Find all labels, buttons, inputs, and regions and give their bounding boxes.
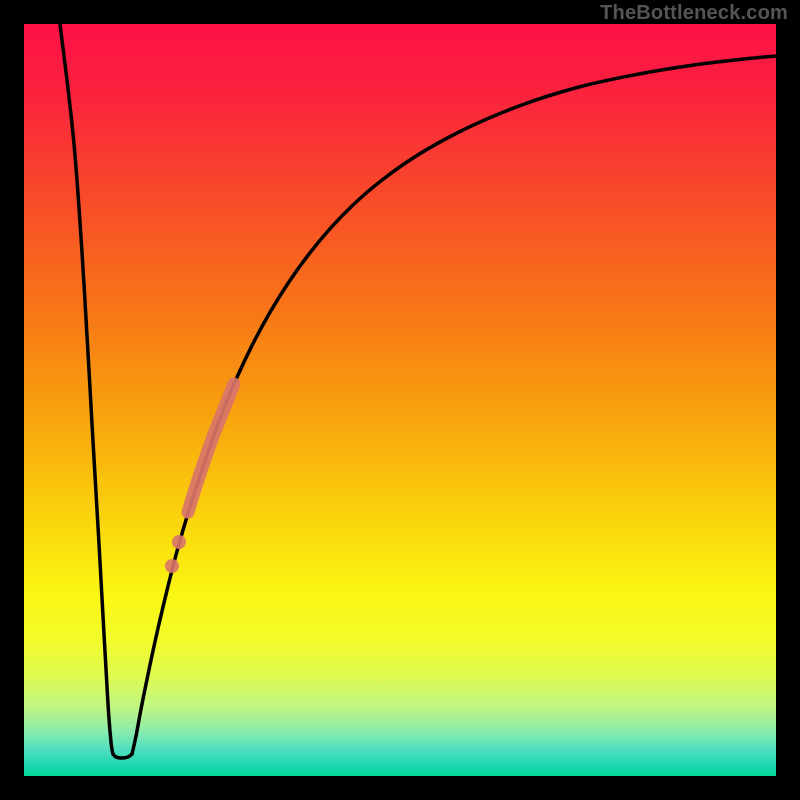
bottleneck-curve-bottom (113, 754, 132, 758)
highlight-segment (188, 384, 234, 512)
watermark-text: TheBottleneck.com (600, 2, 788, 25)
plot-area (24, 24, 776, 776)
bottleneck-curve-left (60, 24, 113, 754)
chart-frame: TheBottleneck.com (0, 0, 800, 800)
curves-layer (24, 24, 776, 776)
